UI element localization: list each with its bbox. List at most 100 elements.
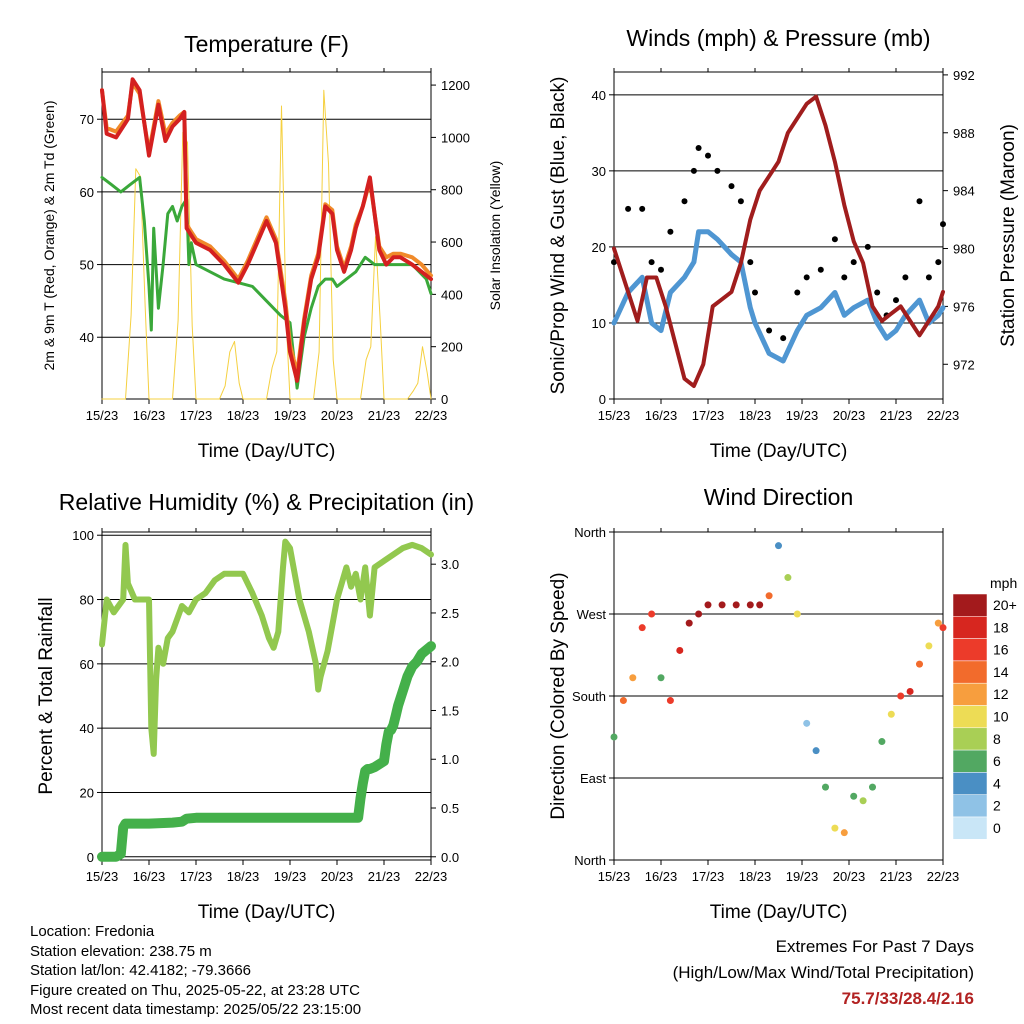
legend-label: 20+ [993,597,1017,613]
legend-swatch [952,638,988,662]
data-point [695,145,702,152]
data-point [766,327,773,334]
data-point [841,274,848,281]
y-axis-label: Percent & Total Rainfall [36,597,57,794]
x-tick-label: 20/23 [833,408,866,423]
y-right-tick-label: 972 [953,357,975,372]
data-point [718,601,726,609]
y-tick-label: 30 [592,164,606,179]
data-point [728,183,735,190]
chart-title: Wind Direction [704,484,854,510]
data-point [817,266,824,273]
x-tick-label: 20/23 [833,869,866,884]
legend-title: mph [990,575,1017,591]
legend-swatch [952,660,988,684]
data-point [666,697,674,705]
data-point [610,733,618,741]
legend-swatch [952,727,988,751]
x-tick-label: 21/23 [368,408,401,423]
data-point [775,542,782,550]
y-axis-label: Sonic/Prop Wind & Gust (Blue, Black) [548,77,569,395]
series-line [100,175,433,390]
x-tick-label: 17/23 [692,869,725,884]
data-point [831,236,838,243]
legend-label: 2 [993,798,1001,814]
x-tick-label: 22/23 [927,408,960,423]
x-tick-label: 19/23 [274,408,307,423]
data-point [793,610,801,618]
data-point [831,824,839,832]
x-tick-label: 17/23 [180,869,213,884]
y-right-tick-label: 988 [953,126,975,141]
y-tick-label: 40 [80,721,94,736]
data-point [747,259,754,266]
recent-timestamp: Most recent data timestamp: 2025/05/22 2… [30,1001,362,1019]
data-point [752,289,758,296]
y-tick-label: North [574,853,606,868]
x-tick-label: 22/23 [415,408,448,423]
data-point [685,619,693,627]
legend-swatch [952,705,988,729]
x-tick-label: 21/23 [880,869,913,884]
data-point [756,601,764,609]
y-right-tick-label: 1200 [441,78,470,93]
chart-title: Temperature (F) [184,31,349,57]
data-point [916,198,923,205]
y-right-axis-label: Solar Insolation (Yellow) [487,161,503,311]
data-point [657,674,665,682]
y-right-tick-label: 980 [953,242,975,257]
extremes-subtitle: (High/Low/Max Wind/Total Precipitation) [672,963,974,982]
station-info: Location: Fredonia Station elevation: 23… [30,922,361,1020]
plot-frame [613,71,944,400]
y-right-tick-label: 0.5 [441,801,459,816]
legend-label: 6 [993,753,1001,769]
y-right-tick-label: 3.0 [441,557,459,572]
data-point [939,624,947,632]
data-point [625,205,632,212]
chart-panel-4: Wind Direction 15/23 16/23 17/23 18/23 19/23 2… [548,484,959,923]
y-right-tick-label: 400 [441,287,463,302]
y-right-tick-label: 976 [953,299,975,314]
x-tick-label: 16/23 [645,869,678,884]
x-tick-label: 16/23 [133,408,166,423]
data-point [803,719,811,727]
y-tick-label: West [577,607,607,622]
y-tick-label: 40 [592,88,606,103]
y-tick-label: 70 [80,112,94,127]
speed-legend: mph 20+ 18 16 14 12 10 8 6 4 2 0 [952,575,1017,840]
chart-title: Winds (mph) & Pressure (mb) [626,25,930,51]
data-point [906,687,914,695]
data-point [784,574,792,582]
legend-label: 10 [993,709,1009,725]
y-right-tick-label: 992 [953,68,975,83]
x-tick-label: 18/23 [739,869,772,884]
data-point [714,167,721,174]
x-tick-label: 22/23 [927,869,960,884]
y-right-tick-label: 800 [441,183,463,198]
x-tick-label: 15/23 [86,869,119,884]
data-point [940,221,946,228]
x-axis-label: Time (Day/UTC) [198,902,336,923]
y-tick-label: 10 [592,316,606,331]
y-right-tick-label: 984 [953,184,975,199]
x-tick-label: 15/23 [598,869,631,884]
y-tick-label: 20 [80,785,94,800]
data-point [897,692,905,700]
data-point [925,642,933,650]
data-point [611,259,617,266]
data-point [676,646,684,654]
series-line [611,229,946,364]
data-point [765,592,773,600]
legend-label: 4 [993,775,1001,791]
x-tick-label: 16/23 [133,869,166,884]
x-tick-label: 18/23 [227,869,260,884]
legend-label: 0 [993,820,1001,836]
chart-panel-3: Relative Humidity (%) & Precipitation (i… [36,489,474,923]
data-point [902,274,909,281]
series-line [100,77,433,383]
extremes-box: Extremes For Past 7 Days (High/Low/Max W… [673,934,974,1012]
y-right-tick-label: 2.0 [441,655,459,670]
data-point [893,297,899,304]
x-tick-label: 19/23 [786,408,819,423]
y-tick-label: 80 [80,593,94,608]
